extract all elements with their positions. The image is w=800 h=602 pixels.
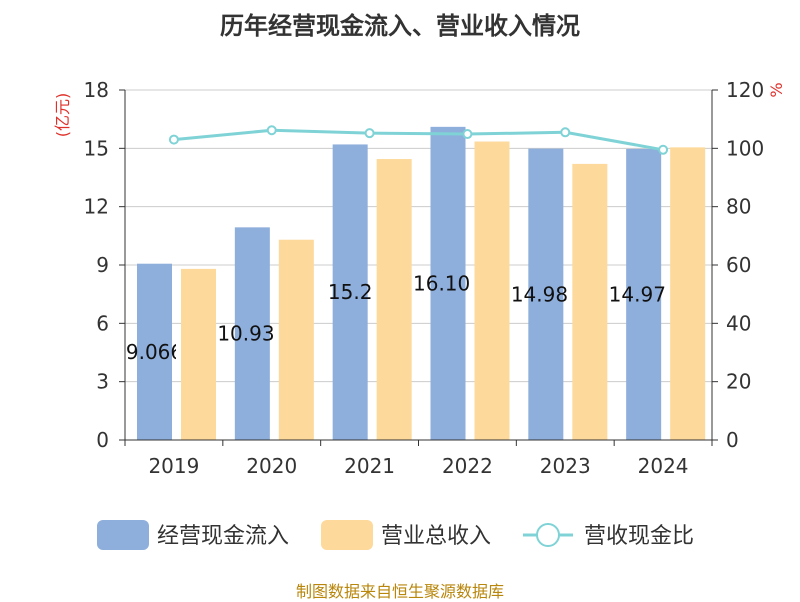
y-right-tick-label: 100 <box>726 136 764 160</box>
y-right-tick-label: 60 <box>726 253 751 277</box>
y-right-tick-label: 120 <box>726 78 764 102</box>
legend-label-ratio: 营收现金比 <box>584 524 694 549</box>
ratio-point <box>266 125 277 136</box>
legend-swatch-cash-inflow <box>97 520 149 550</box>
bar-value-label: 16.105 <box>413 271 483 295</box>
bar-value-label: 14.986 <box>511 282 581 306</box>
bar-value-label: 10.936 <box>217 322 287 346</box>
x-tick-label: 2023 <box>540 454 591 478</box>
x-tick-label: 2019 <box>148 454 199 478</box>
y-right-axis-title: % <box>767 82 786 97</box>
x-tick-label: 2021 <box>344 454 395 478</box>
bar-revenue <box>474 141 510 440</box>
bar-revenue <box>572 163 608 440</box>
legend-label-revenue: 营业总收入 <box>381 524 491 549</box>
bar-cash-inflow <box>528 148 564 440</box>
legend-swatch-ratio-marker <box>536 523 560 547</box>
ratio-point <box>462 129 473 140</box>
ratio-point <box>364 128 375 139</box>
x-tick-label: 2024 <box>638 454 689 478</box>
bar-cash-inflow <box>430 126 466 440</box>
ratio-line <box>173 128 664 152</box>
y-right-tick-label: 0 <box>726 428 739 452</box>
x-tick-label: 2020 <box>246 454 297 478</box>
y-left-tick-label: 18 <box>84 78 109 102</box>
bar-cash-inflow <box>332 144 368 440</box>
y-left-tick-label: 15 <box>84 136 109 160</box>
y-left-tick-label: 12 <box>84 195 109 219</box>
source-note: 制图数据来自恒生聚源数据库 <box>295 582 504 601</box>
y-left-tick-label: 9 <box>96 253 109 277</box>
y-left-tick-label: 6 <box>96 311 109 335</box>
y-right-tick-label: 40 <box>726 311 751 335</box>
bar-value-label: 9.066 <box>126 340 183 364</box>
legend-swatch-revenue <box>321 520 373 550</box>
ratio-point <box>658 144 669 155</box>
ratio-point <box>560 127 571 138</box>
y-left-tick-label: 3 <box>96 370 109 394</box>
bar-revenue <box>278 239 314 440</box>
x-tick-label: 2022 <box>442 454 493 478</box>
ratio-point <box>168 134 179 145</box>
y-left-tick-label: 0 <box>96 428 109 452</box>
y-right-tick-label: 80 <box>726 195 751 219</box>
bar-value-label: 15.2 <box>328 280 373 304</box>
y-left-axis-title: (亿元) <box>53 93 72 138</box>
bar-cash-inflow <box>626 148 662 440</box>
bar-revenue <box>181 268 216 440</box>
bar-revenue <box>670 147 706 440</box>
bar-cash-inflow <box>137 263 172 440</box>
bar-revenue <box>376 159 412 440</box>
bar-value-label: 14.971 <box>609 282 679 306</box>
legend-label-cash-inflow: 经营现金流入 <box>157 524 289 549</box>
bar-cash-inflow <box>234 227 270 440</box>
chart-title: 历年经营现金流入、营业收入情况 <box>220 12 580 40</box>
y-right-tick-label: 20 <box>726 370 751 394</box>
